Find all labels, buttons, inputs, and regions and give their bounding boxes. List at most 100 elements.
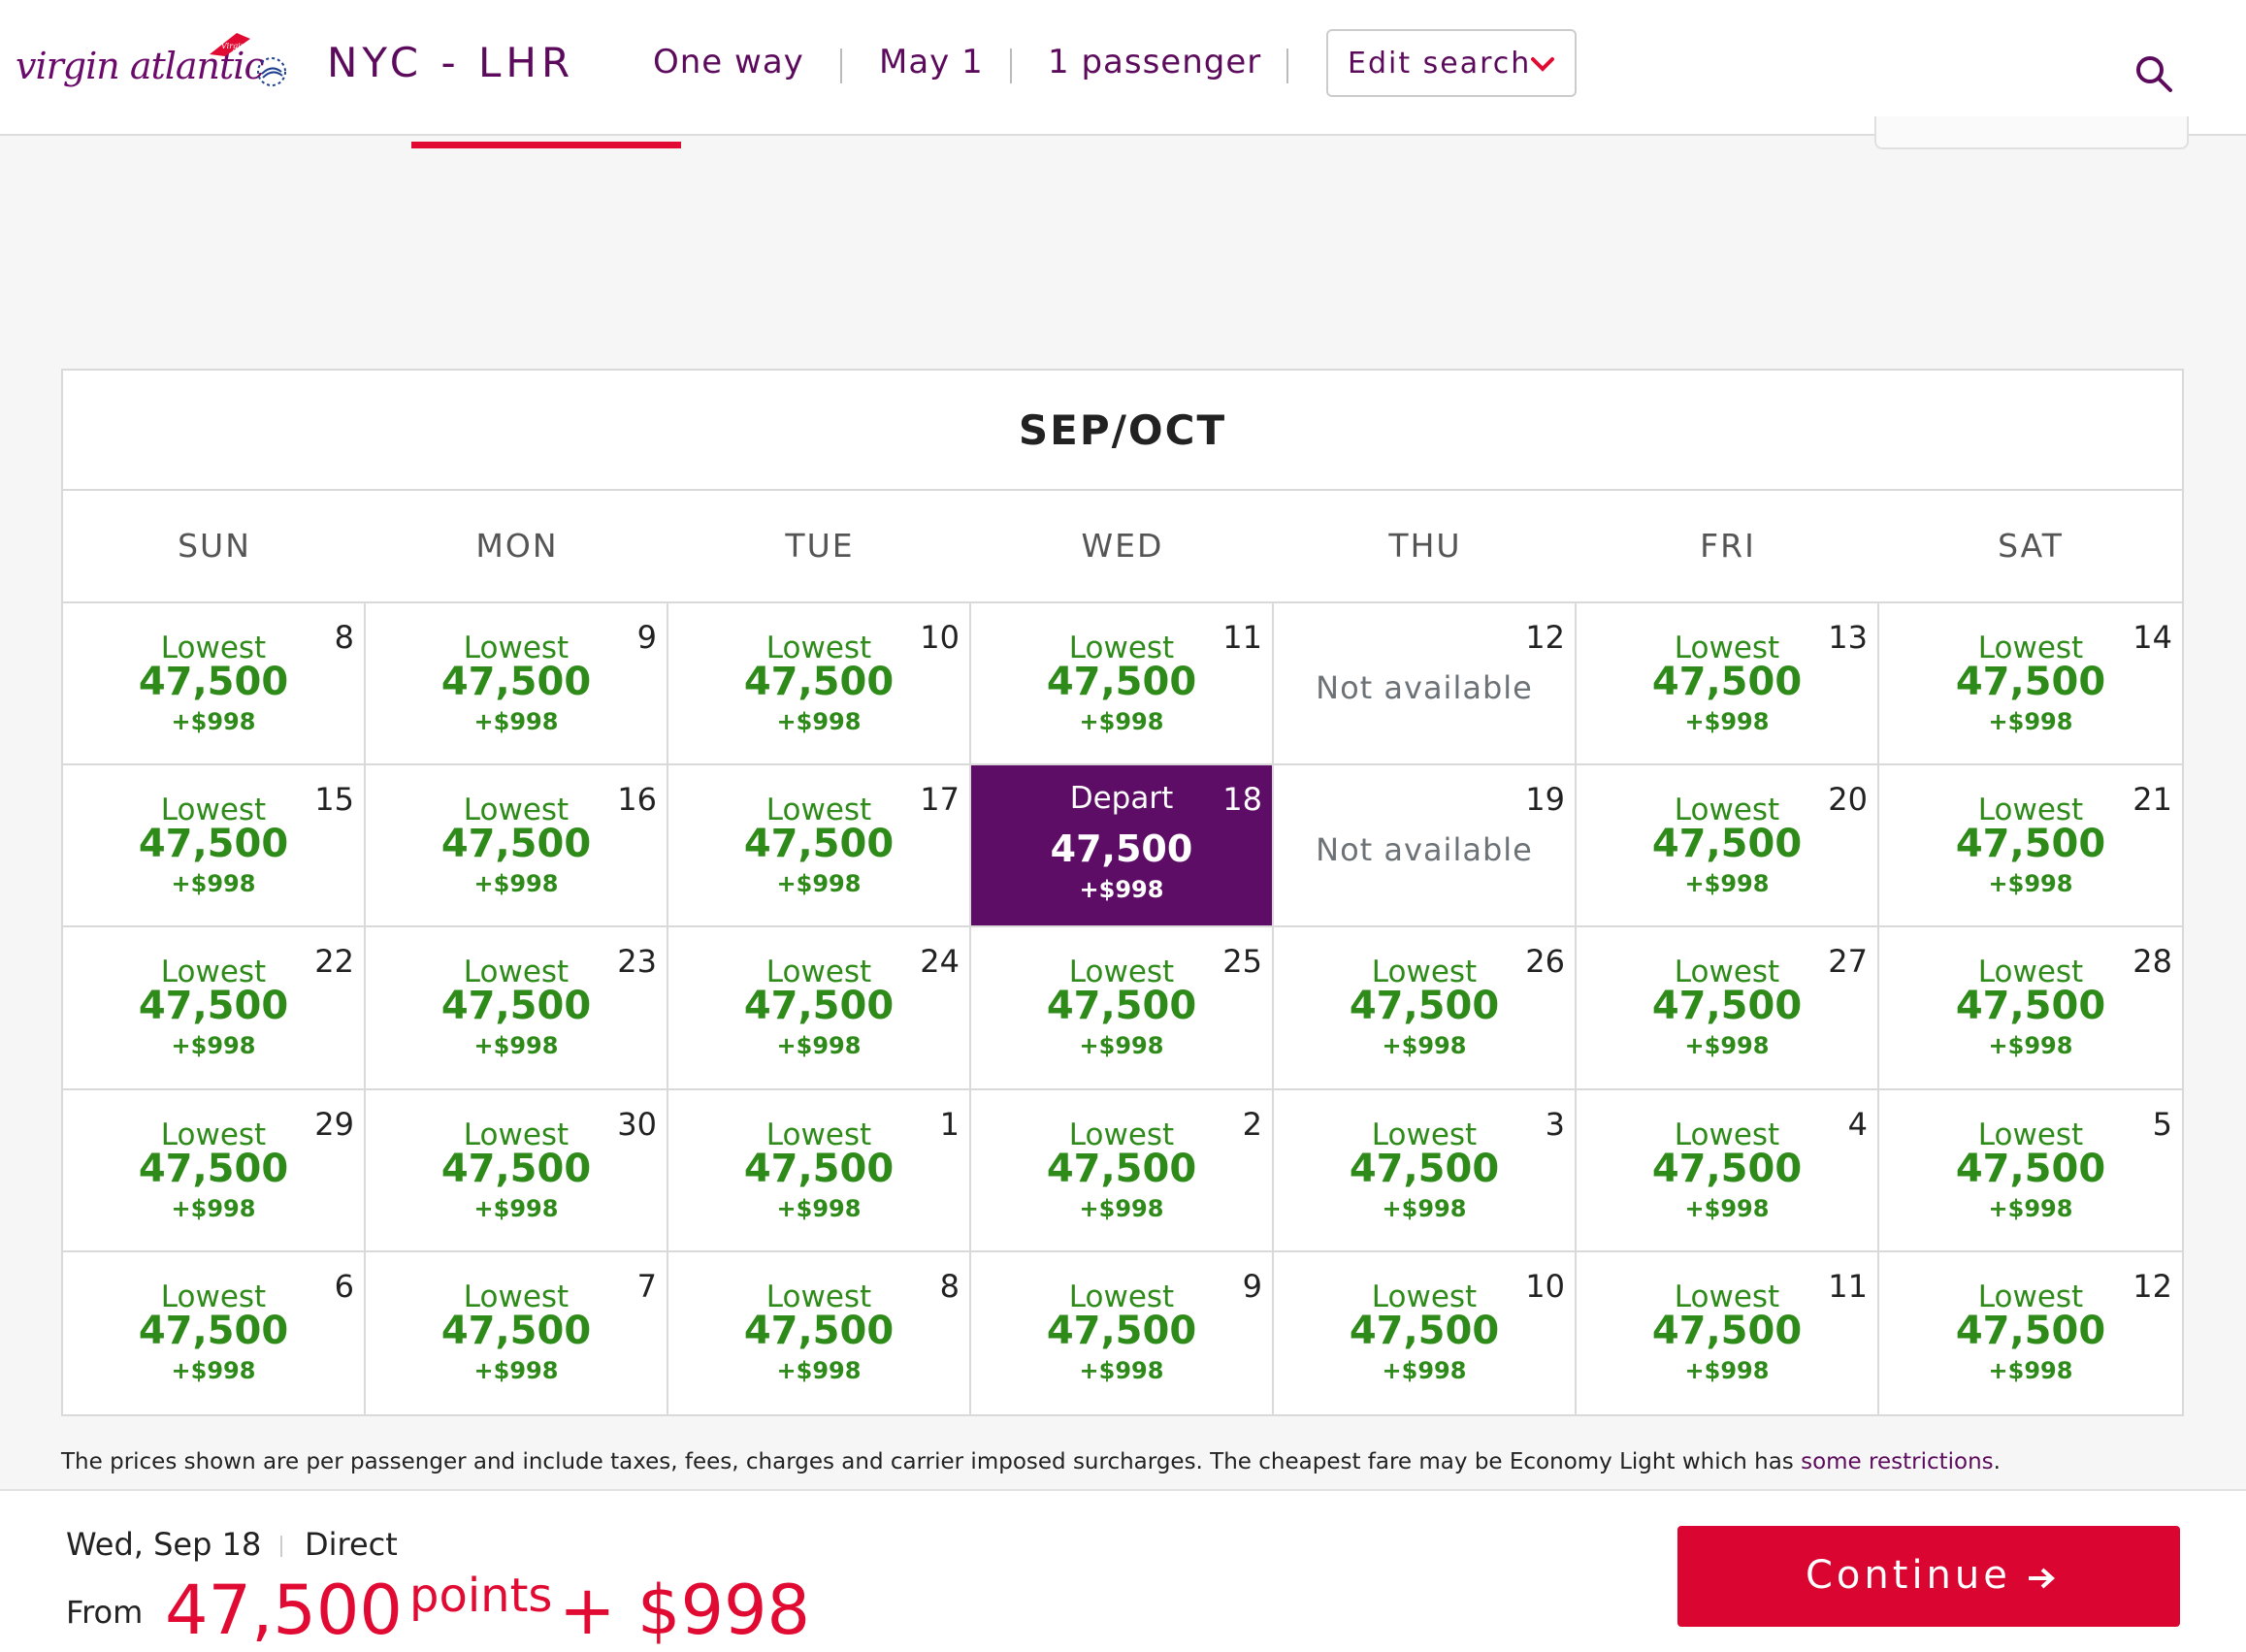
fare-label: Lowest: [1068, 955, 1175, 990]
sort-control[interactable]: [1874, 116, 2189, 149]
disclaimer-end: .: [1993, 1449, 2001, 1474]
day-number: 10: [1525, 1267, 1565, 1305]
fare-label: Lowest: [765, 631, 872, 665]
day-number: 7: [636, 1267, 657, 1305]
calendar-day[interactable]: 9 Lowest 47,500 +$998: [366, 603, 668, 766]
fare-cash: +$998: [776, 708, 862, 735]
divider: [1286, 49, 1288, 83]
calendar-day[interactable]: 5 Lowest 47,500 +$998: [1879, 1089, 2182, 1252]
calendar-day[interactable]: 3 Lowest 47,500 +$998: [1274, 1089, 1577, 1252]
fare-cash: +$998: [171, 1356, 256, 1384]
weekday-label: SUN: [178, 527, 251, 565]
day-number: 26: [1525, 943, 1565, 981]
calendar-day[interactable]: 26 Lowest 47,500 +$998: [1274, 927, 1577, 1090]
calendar-day: 19 Not available: [1274, 765, 1577, 928]
calendar-day[interactable]: 15 Lowest 47,500 +$998: [63, 765, 366, 928]
day-number: 30: [617, 1105, 657, 1143]
fare-label: Lowest: [765, 1117, 872, 1152]
fare-cash: +$998: [1988, 1194, 2073, 1222]
calendar-day[interactable]: 29 Lowest 47,500 +$998: [63, 1089, 366, 1252]
continue-label: Continue: [1806, 1553, 2011, 1598]
fare-label: Lowest: [463, 631, 570, 665]
fare-label: Lowest: [1068, 631, 1175, 665]
day-number: 15: [314, 781, 354, 819]
fare-cash: +$998: [1079, 1194, 1164, 1222]
fare-label: Lowest: [463, 793, 570, 828]
fare-points: 47,500: [743, 984, 895, 1029]
divider: [1010, 49, 1012, 83]
calendar-day[interactable]: 30 Lowest 47,500 +$998: [366, 1089, 668, 1252]
divider: [280, 1536, 282, 1557]
calendar-day[interactable]: 11 Lowest 47,500 +$998: [1577, 1251, 1879, 1414]
fare-points: 47,500: [1349, 984, 1500, 1029]
day-number: 13: [1828, 619, 1868, 656]
calendar-day[interactable]: 6 Lowest 47,500 +$998: [63, 1251, 366, 1414]
calendar-day[interactable]: 28 Lowest 47,500 +$998: [1879, 927, 2182, 1090]
fare-points: 47,500: [1955, 660, 2106, 704]
passenger-count[interactable]: 1 passenger: [1048, 43, 1262, 81]
fare-cash: +$998: [171, 1032, 256, 1060]
weekday-label: TUE: [785, 527, 855, 565]
restrictions-link[interactable]: some restrictions: [1801, 1449, 1994, 1474]
day-number: 28: [2132, 943, 2172, 981]
fare-label: Lowest: [160, 631, 267, 665]
calendar-day[interactable]: 2 Lowest 47,500 +$998: [971, 1089, 1274, 1252]
fare-points: 47,500: [440, 660, 592, 704]
day-number: 29: [314, 1105, 354, 1143]
calendar-day[interactable]: 11 Lowest 47,500 +$998: [971, 603, 1274, 766]
fare-points: 47,500: [1046, 1146, 1197, 1191]
calendar-day[interactable]: 25 Lowest 47,500 +$998: [971, 927, 1274, 1090]
continue-button[interactable]: Continue: [1677, 1526, 2180, 1627]
fare-label: Lowest: [160, 1279, 267, 1314]
fare-points: 47,500: [1955, 1308, 2106, 1353]
calendar-day[interactable]: 24 Lowest 47,500 +$998: [668, 927, 971, 1090]
calendar-day[interactable]: 27 Lowest 47,500 +$998: [1577, 927, 1879, 1090]
fare-label: Lowest: [1977, 1279, 2084, 1314]
fare-label: Lowest: [463, 1279, 570, 1314]
calendar-day[interactable]: 10 Lowest 47,500 +$998: [1274, 1251, 1577, 1414]
fare-cash: +$998: [1382, 1194, 1467, 1222]
calendar-day[interactable]: 20 Lowest 47,500 +$998: [1577, 765, 1879, 928]
calendar-day[interactable]: 12 Lowest 47,500 +$998: [1879, 1251, 2182, 1414]
fare-points: 47,500: [743, 1146, 895, 1191]
calendar-day[interactable]: 10 Lowest 47,500 +$998: [668, 603, 971, 766]
fare-label: Depart: [1069, 781, 1174, 817]
day-number: 27: [1828, 943, 1868, 981]
trip-type[interactable]: One way: [653, 43, 804, 81]
calendar-day[interactable]: 14 Lowest 47,500 +$998: [1879, 603, 2182, 766]
divider: [840, 49, 842, 83]
fare-label: Lowest: [1371, 1117, 1478, 1152]
day-number: 18: [1222, 781, 1262, 819]
calendar-day-selected[interactable]: 18 Depart 47,500 +$998: [971, 765, 1274, 928]
day-number: 3: [1545, 1105, 1565, 1143]
fare-points: 47,500: [138, 1308, 289, 1353]
fare-label: Lowest: [1371, 1279, 1478, 1314]
fare-label: Lowest: [160, 1117, 267, 1152]
fare-cash: +$998: [473, 1356, 559, 1384]
calendar-day[interactable]: 17 Lowest 47,500 +$998: [668, 765, 971, 928]
calendar-day[interactable]: 23 Lowest 47,500 +$998: [366, 927, 668, 1090]
day-number: 14: [2132, 619, 2172, 656]
calendar-day[interactable]: 9 Lowest 47,500 +$998: [971, 1251, 1274, 1414]
day-number: 9: [1242, 1267, 1262, 1305]
travel-date[interactable]: May 1: [879, 43, 984, 81]
calendar-day[interactable]: 22 Lowest 47,500 +$998: [63, 927, 366, 1090]
route-title: NYC - LHR: [327, 39, 575, 86]
edit-search-button[interactable]: Edit search: [1326, 29, 1577, 97]
calendar-day[interactable]: 7 Lowest 47,500 +$998: [366, 1251, 668, 1414]
calendar-day[interactable]: 4 Lowest 47,500 +$998: [1577, 1089, 1879, 1252]
total-points: 47,500: [165, 1571, 403, 1650]
fare-points: 47,500: [138, 822, 289, 867]
calendar-day[interactable]: 8 Lowest 47,500 +$998: [63, 603, 366, 766]
day-number: 10: [920, 619, 960, 656]
fare-points: 47,500: [1955, 822, 2106, 867]
search-icon[interactable]: [2134, 54, 2173, 93]
calendar-day[interactable]: 21 Lowest 47,500 +$998: [1879, 765, 2182, 928]
day-number: 25: [1222, 943, 1262, 981]
calendar-day[interactable]: 16 Lowest 47,500 +$998: [366, 765, 668, 928]
weekday-label: FRI: [1700, 527, 1756, 565]
calendar-day[interactable]: 8 Lowest 47,500 +$998: [668, 1251, 971, 1414]
calendar-day[interactable]: 13 Lowest 47,500 +$998: [1577, 603, 1879, 766]
day-number: 9: [636, 619, 657, 656]
calendar-day[interactable]: 1 Lowest 47,500 +$998: [668, 1089, 971, 1252]
